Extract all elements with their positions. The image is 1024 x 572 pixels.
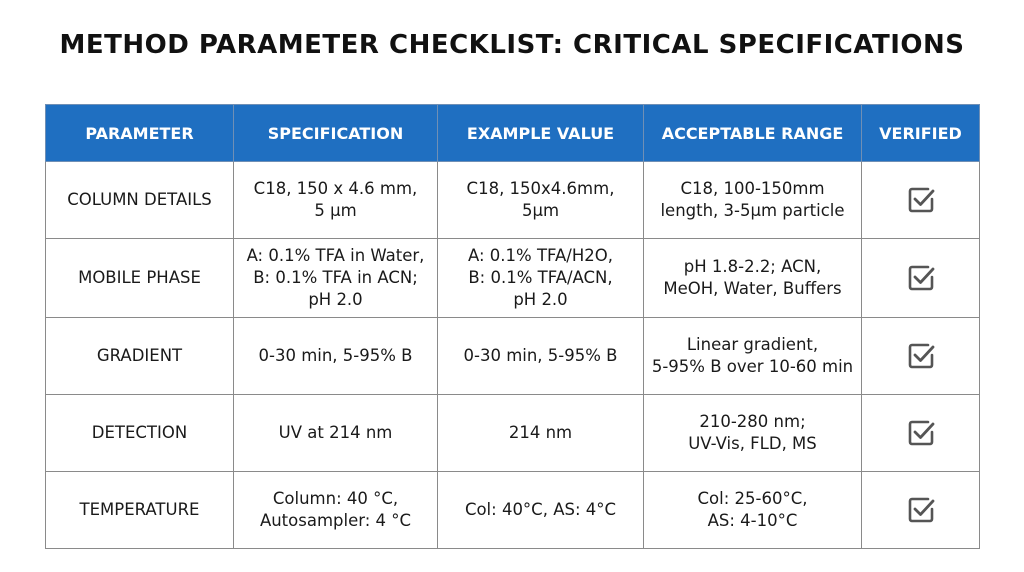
header-parameter: PARAMETER <box>45 104 234 162</box>
range-line: Linear gradient, <box>686 335 819 354</box>
specification-line: 0-30 min, 5-95% B <box>258 346 413 365</box>
example-cell: Col: 40°C, AS: 4°C <box>437 471 644 549</box>
example-cell: 0-30 min, 5-95% B <box>437 317 644 395</box>
example-line: 214 nm <box>508 423 573 442</box>
verified-cell <box>861 317 980 395</box>
range-line: 210-280 nm; <box>699 412 806 431</box>
checked-box-icon[interactable] <box>906 495 936 525</box>
checklist-table: PARAMETER SPECIFICATION EXAMPLE VALUE AC… <box>45 104 980 549</box>
verified-cell <box>861 394 980 472</box>
example-line: C18, 150x4.6mm, <box>466 179 615 198</box>
range-cell: C18, 100-150mm length, 3-5µm particle <box>643 161 862 239</box>
header-verified: VERIFIED <box>861 104 980 162</box>
table-row: DETECTION UV at 214 nm 214 nm 210-280 nm; UV… <box>45 394 980 472</box>
verified-cell <box>861 161 980 239</box>
table-row: COLUMN DETAILS C18, 150 x 4.6 mm, 5 µm C18,… <box>45 161 980 239</box>
specification-cell: C18, 150 x 4.6 mm, 5 µm <box>233 161 438 239</box>
parameter-cell: COLUMN DETAILS <box>45 161 234 239</box>
example-cell: 214 nm <box>437 394 644 472</box>
checked-box-icon[interactable] <box>906 185 936 215</box>
example-line: A: 0.1% TFA/H2O, <box>467 246 613 265</box>
range-cell: pH 1.8-2.2; ACN, MeOH, Water, Buffers <box>643 238 862 318</box>
range-line: AS: 4-10°C <box>707 511 798 530</box>
example-line: pH 2.0 <box>513 290 568 309</box>
checked-box-icon[interactable] <box>906 263 936 293</box>
example-line: Col: 40°C, AS: 4°C <box>464 500 617 519</box>
page-title: METHOD PARAMETER CHECKLIST: CRITICAL SPE… <box>59 30 965 60</box>
range-cell: Linear gradient, 5-95% B over 10-60 min <box>643 317 862 395</box>
specification-line: C18, 150 x 4.6 mm, <box>253 179 418 198</box>
range-line: pH 1.8-2.2; ACN, <box>683 257 822 276</box>
table-row: TEMPERATURE Column: 40 °C, Autosampler: 4 … <box>45 471 980 549</box>
parameter-cell: MOBILE PHASE <box>45 238 234 318</box>
example-cell: C18, 150x4.6mm, 5µm <box>437 161 644 239</box>
header-specification: SPECIFICATION <box>233 104 438 162</box>
parameter-cell: DETECTION <box>45 394 234 472</box>
range-line: length, 3-5µm particle <box>660 201 845 220</box>
checked-box-icon[interactable] <box>906 418 936 448</box>
example-line: 5µm <box>521 201 560 220</box>
example-line: B: 0.1% TFA/ACN, <box>468 268 613 287</box>
parameter-cell: TEMPERATURE <box>45 471 234 549</box>
specification-cell: A: 0.1% TFA in Water, B: 0.1% TFA in ACN;… <box>233 238 438 318</box>
verified-cell <box>861 471 980 549</box>
specification-line: Column: 40 °C, <box>272 489 399 508</box>
header-row: PARAMETER SPECIFICATION EXAMPLE VALUE AC… <box>45 104 980 162</box>
range-cell: Col: 25-60°C, AS: 4-10°C <box>643 471 862 549</box>
table-row: GRADIENT 0-30 min, 5-95% B 0-30 min, 5-95%… <box>45 317 980 395</box>
parameter-cell: GRADIENT <box>45 317 234 395</box>
verified-cell <box>861 238 980 318</box>
range-line: UV-Vis, FLD, MS <box>688 434 817 453</box>
header-acceptable-range: ACCEPTABLE RANGE <box>643 104 862 162</box>
range-line: Col: 25-60°C, <box>697 489 808 508</box>
example-cell: A: 0.1% TFA/H2O, B: 0.1% TFA/ACN, pH 2.0 <box>437 238 644 318</box>
header-example-value: EXAMPLE VALUE <box>437 104 644 162</box>
range-cell: 210-280 nm; UV-Vis, FLD, MS <box>643 394 862 472</box>
specification-cell: UV at 214 nm <box>233 394 438 472</box>
specification-cell: Column: 40 °C, Autosampler: 4 °C <box>233 471 438 549</box>
range-line: 5-95% B over 10-60 min <box>651 357 854 376</box>
specification-cell: 0-30 min, 5-95% B <box>233 317 438 395</box>
specification-line: UV at 214 nm <box>278 423 393 442</box>
specification-line: Autosampler: 4 °C <box>259 511 412 530</box>
specification-line: pH 2.0 <box>308 290 363 309</box>
range-line: MeOH, Water, Buffers <box>663 279 842 298</box>
specification-line: B: 0.1% TFA in ACN; <box>253 268 418 287</box>
table-row: MOBILE PHASE A: 0.1% TFA in Water, B: 0.1%… <box>45 238 980 318</box>
range-line: C18, 100-150mm <box>680 179 825 198</box>
specification-line: A: 0.1% TFA in Water, <box>246 246 425 265</box>
specification-line: 5 µm <box>314 201 357 220</box>
example-line: 0-30 min, 5-95% B <box>463 346 618 365</box>
checked-box-icon[interactable] <box>906 341 936 371</box>
